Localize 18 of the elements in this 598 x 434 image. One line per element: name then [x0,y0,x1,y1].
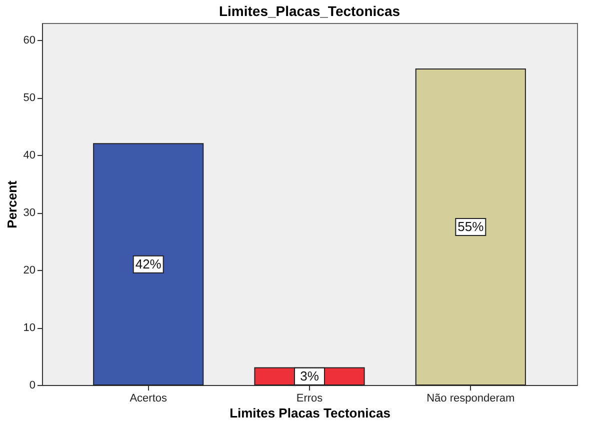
x-tick-label: Acertos [130,392,168,404]
bar [93,143,204,386]
y-tick-label: 20 [23,264,36,277]
y-tick-label: 30 [23,207,36,220]
data-label: 55% [458,218,484,234]
y-tick-label: 50 [23,92,36,104]
x-tick-label: Não responderam [426,392,515,404]
y-tick-label: 10 [23,322,36,334]
y-axis-title: Percent [4,180,20,228]
data-label: 42% [135,256,162,272]
x-axis-title: Limites Placas Tectonicas [230,406,390,420]
data-label: 3% [300,368,320,384]
bar [415,68,526,386]
chart-title: Limites_Placas_Tectonicas [218,3,400,19]
y-tick-label: 0 [29,380,36,392]
x-tick-label: Erros [296,392,324,404]
y-tick-label: 40 [23,150,36,162]
y-tick-label: 60 [23,34,36,47]
